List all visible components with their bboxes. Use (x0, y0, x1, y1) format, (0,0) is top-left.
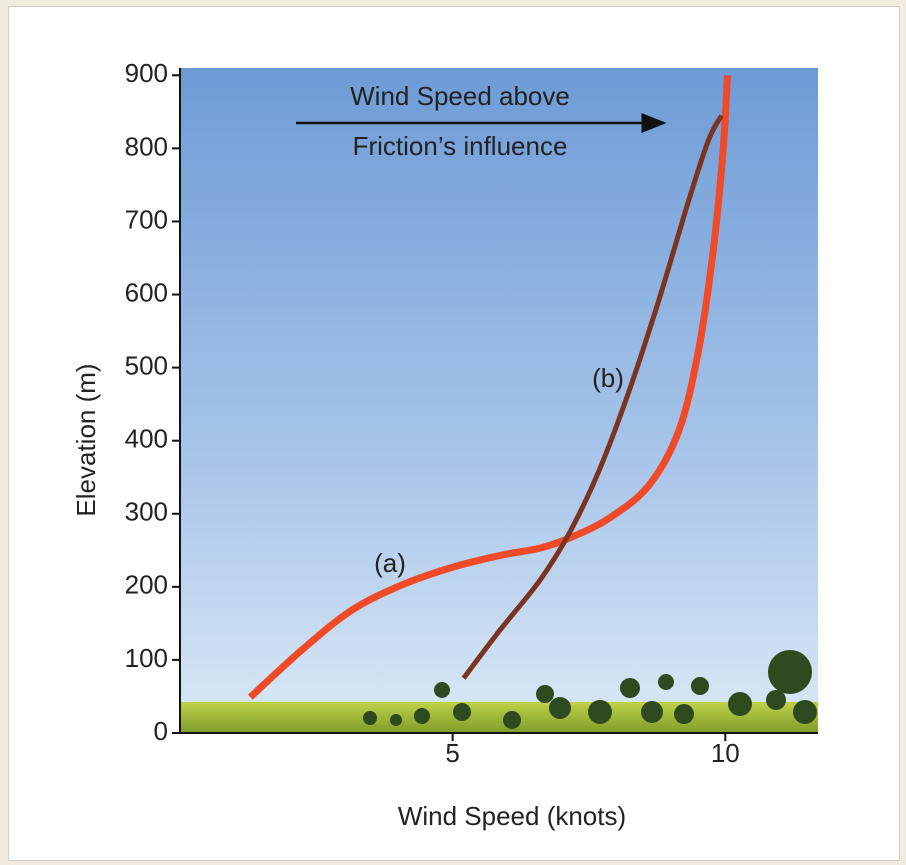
annotation: Friction’s influence (353, 131, 568, 161)
y-tick-label: 800 (125, 131, 168, 161)
annotation: Wind Speed above (350, 81, 570, 111)
y-tick-label: 900 (125, 58, 168, 88)
x-tick-label: 5 (445, 738, 459, 768)
x-axis-label: Wind Speed (knots) (398, 801, 626, 831)
page: {"chart_data": {"type": "line", "x_label… (0, 0, 906, 865)
y-axis-label: Elevation (m) (71, 363, 101, 516)
y-tick-label: 500 (125, 350, 168, 380)
y-tick-label: 300 (125, 497, 168, 527)
ground (180, 702, 818, 733)
y-tick-label: 0 (154, 716, 168, 746)
series-label: (a) (374, 548, 406, 578)
y-tick-label: 600 (125, 277, 168, 307)
chart: Wind Speed above Friction’s influence Wi… (0, 0, 906, 865)
y-tick-label: 100 (125, 643, 168, 673)
x-tick-label: 10 (711, 738, 740, 768)
y-tick-label: 400 (125, 424, 168, 454)
series-label: (b) (592, 363, 624, 393)
y-tick-label: 200 (125, 570, 168, 600)
y-tick-label: 700 (125, 204, 168, 234)
